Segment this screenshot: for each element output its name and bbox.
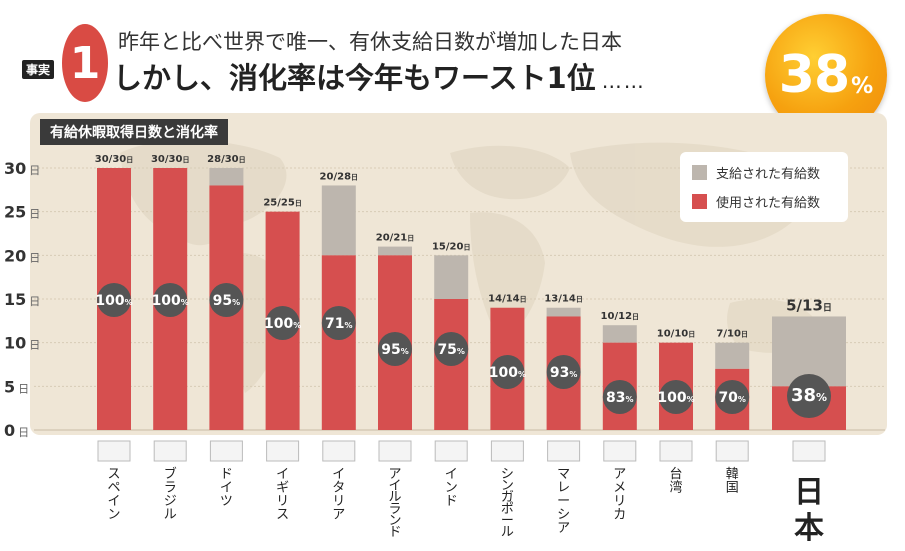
bar-granted xyxy=(602,325,637,343)
y-tick-label: 15 日 xyxy=(4,290,40,309)
bar-granted xyxy=(434,255,469,299)
rate-label: 100% xyxy=(264,316,301,332)
category-label: イギリス xyxy=(276,467,289,523)
category-label: ドイツ xyxy=(220,467,233,509)
bar-top-label: 15/20日 xyxy=(432,241,470,252)
rate-circle xyxy=(715,380,750,414)
flag-icon xyxy=(153,440,187,462)
category-label: イタリア xyxy=(332,467,345,523)
bar-granted xyxy=(209,168,244,186)
rate-circle xyxy=(602,380,637,414)
bar-top-label: 20/28日 xyxy=(320,171,358,182)
category-label: 台湾 xyxy=(669,467,682,496)
title-text: しかし、消化率は今年もワースト1位 xyxy=(113,61,596,95)
bar-top-label: 30/30日 xyxy=(95,154,133,165)
bar-top-label: 13/14日 xyxy=(544,294,582,305)
category-label: マレーシア xyxy=(557,467,570,536)
rate-label: 38% xyxy=(791,385,827,406)
rate-label: 75% xyxy=(437,342,465,358)
flag-icon xyxy=(434,440,468,462)
y-tick-label: 25 日 xyxy=(4,203,40,222)
category-label: アメリカ xyxy=(613,467,626,523)
rate-circle xyxy=(153,283,188,317)
flag-icon xyxy=(547,440,581,462)
bar-top-label: 5/13日 xyxy=(786,296,832,314)
bar-granted xyxy=(715,342,750,369)
flag-icon xyxy=(209,440,243,462)
rate-label: 100% xyxy=(489,365,526,381)
rate-label: 95% xyxy=(213,293,241,309)
rate-circle xyxy=(321,306,356,340)
flag-icon xyxy=(97,440,131,462)
y-tick-label: 10 日 xyxy=(4,334,40,353)
fact-number: 1 xyxy=(62,24,108,102)
bar-granted xyxy=(546,307,581,317)
rate-circle xyxy=(378,332,412,366)
rate-label: 83% xyxy=(606,390,634,406)
title-suffix: …… xyxy=(601,69,646,93)
header: 事実 1 昨年と比べ世界で唯一、有休支給日数が増加した日本 しかし、消化率は今年… xyxy=(0,0,905,110)
bar-used xyxy=(321,255,356,430)
y-tick-label: 20 日 xyxy=(4,246,40,265)
flag-icon xyxy=(266,440,300,462)
legend-swatch-used xyxy=(692,194,707,209)
bar-granted xyxy=(321,185,356,256)
highlight-unit: % xyxy=(851,73,874,99)
rate-circle xyxy=(434,332,469,366)
category-label: 日本 xyxy=(794,475,824,546)
category-label: ブラジル xyxy=(164,466,177,523)
rate-label: 70% xyxy=(718,390,746,406)
rate-circle xyxy=(490,355,525,389)
bar-top-label: 10/12日 xyxy=(601,311,639,322)
subtitle: 昨年と比べ世界で唯一、有休支給日数が増加した日本 xyxy=(118,30,622,54)
rate-circle xyxy=(265,306,300,340)
bar-top-label: 10/10日 xyxy=(657,329,695,340)
legend-swatch-granted xyxy=(692,165,707,180)
fact-badge: 事実 xyxy=(22,60,55,79)
category-label: 韓国 xyxy=(726,467,739,496)
bar-granted xyxy=(378,246,412,256)
flag-icon xyxy=(322,440,356,462)
rate-circle xyxy=(659,380,693,414)
chart-title: 有給休暇取得日数と消化率 xyxy=(40,119,228,145)
highlight-value: 38 xyxy=(778,45,850,105)
rate-circle xyxy=(97,283,131,317)
legend-label-granted: 支給された有給数 xyxy=(716,167,820,182)
y-tick-label: 30 日 xyxy=(4,159,40,178)
category-label: アイルランド xyxy=(388,467,401,540)
rate-label: 100% xyxy=(152,293,189,309)
bar-top-label: 7/10日 xyxy=(716,329,748,340)
bar-top-label: 28/30日 xyxy=(207,154,245,165)
bar-top-label: 30/30日 xyxy=(151,154,189,165)
flag-icon xyxy=(490,440,524,462)
legend-label-used: 使用された有給数 xyxy=(716,195,820,211)
category-label: スペイン xyxy=(107,467,120,523)
rate-label: 71% xyxy=(325,316,353,332)
category-label: インド xyxy=(445,467,458,509)
flag-icon xyxy=(792,440,826,462)
flag-icon xyxy=(659,440,693,462)
bar-top-label: 20/21日 xyxy=(376,233,414,244)
rate-label: 100% xyxy=(95,293,132,309)
legend-box xyxy=(680,152,848,222)
rate-circle xyxy=(787,374,831,418)
flag-icon xyxy=(603,440,637,462)
flag-icon xyxy=(715,440,749,462)
category-label: シンガポール xyxy=(501,467,514,540)
page-title: しかし、消化率は今年もワースト1位…… xyxy=(113,55,646,97)
rate-label: 95% xyxy=(381,342,409,358)
rate-label: 100% xyxy=(657,390,694,406)
bar-top-label: 25/25日 xyxy=(263,198,301,209)
rate-circle xyxy=(546,355,581,389)
flag-icon xyxy=(378,440,412,462)
rate-circle xyxy=(209,283,244,317)
rate-label: 93% xyxy=(550,365,578,381)
bar-top-label: 14/14日 xyxy=(488,294,526,305)
